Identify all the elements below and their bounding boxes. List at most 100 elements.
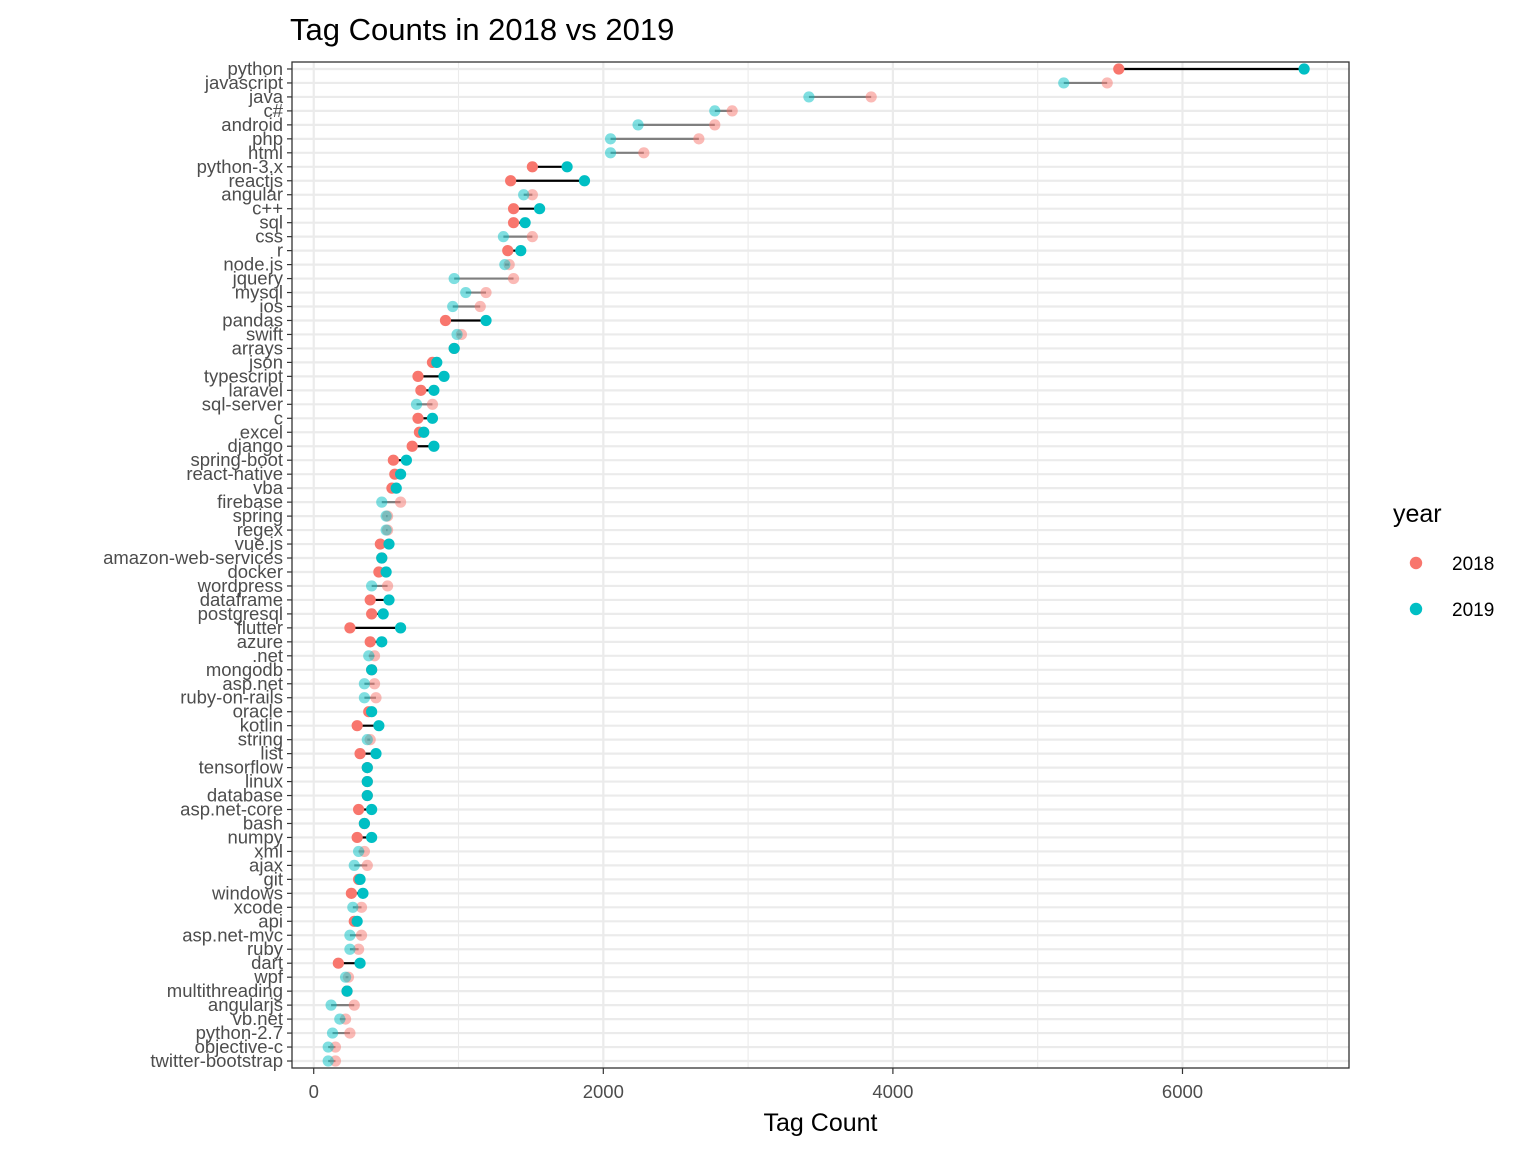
point-2019-spring-boot bbox=[400, 454, 412, 466]
y-tick-label: database bbox=[207, 785, 283, 806]
point-2018-css bbox=[526, 231, 538, 243]
y-tick-label: vb.net bbox=[233, 1008, 283, 1029]
y-tick-label: string bbox=[238, 729, 283, 750]
point-2018-postgresql bbox=[366, 608, 378, 620]
point-2019-windows bbox=[357, 887, 369, 899]
point-2019-ruby-on-rails bbox=[358, 692, 370, 704]
y-tick-label: asp.net bbox=[222, 673, 283, 694]
point-2018-numpy bbox=[351, 831, 363, 844]
y-tick-label: wordpress bbox=[197, 575, 283, 596]
point-2018-ajax bbox=[361, 859, 373, 872]
point-2018-django bbox=[406, 440, 418, 452]
point-2019-wpf bbox=[339, 971, 352, 983]
y-tick-label: numpy bbox=[227, 826, 283, 847]
point-2019-angular bbox=[518, 189, 530, 201]
y-tick-label: firebase bbox=[217, 491, 283, 512]
y-tick-label: multithreading bbox=[167, 980, 283, 1001]
y-tick-label: git bbox=[263, 868, 283, 889]
y-tick-label: bash bbox=[243, 812, 283, 833]
legend-label-2019: 2019 bbox=[1452, 600, 1494, 621]
point-2019-pandas bbox=[480, 314, 492, 327]
y-tick-label: regex bbox=[237, 519, 284, 540]
point-2018-spring-boot bbox=[387, 454, 399, 466]
y-tick-label: pandas bbox=[222, 309, 283, 330]
point-2018-wordpress bbox=[381, 580, 394, 592]
point-2018-dart bbox=[332, 957, 344, 969]
point-2018-python bbox=[1113, 63, 1125, 75]
y-tick-label: flutter bbox=[237, 617, 283, 638]
point-2018-jquery bbox=[507, 272, 520, 285]
point-2019-css bbox=[497, 231, 509, 243]
y-tick-label: docker bbox=[227, 561, 283, 582]
point-2019-.net bbox=[363, 650, 375, 662]
y-tick-label: swift bbox=[246, 323, 283, 344]
y-tick-label: c# bbox=[263, 100, 283, 121]
y-tick-label: r bbox=[277, 240, 283, 261]
point-2019-multithreading bbox=[341, 985, 353, 997]
point-2018-mysql bbox=[480, 286, 492, 299]
point-2019-flutter bbox=[394, 622, 407, 634]
y-tick-label: api bbox=[258, 910, 283, 931]
y-tick-label: amazon-web-services bbox=[103, 547, 283, 568]
point-2019-arrays bbox=[448, 342, 460, 355]
y-tick-label: objective-c bbox=[195, 1036, 283, 1057]
point-2018-sql-server bbox=[426, 398, 439, 410]
point-2019-dart bbox=[354, 957, 366, 969]
point-2019-django bbox=[428, 440, 440, 452]
point-2019-laravel bbox=[428, 384, 440, 396]
point-2019-r bbox=[515, 245, 527, 257]
point-2018-asp.net-core bbox=[353, 803, 365, 816]
point-2019-python-3.x bbox=[561, 161, 573, 173]
point-2018-ruby bbox=[353, 943, 365, 955]
x-tick-label: 0 bbox=[309, 1081, 319, 1102]
point-2018-reactjs bbox=[505, 175, 517, 187]
point-2018-android bbox=[709, 119, 721, 131]
point-2019-list bbox=[370, 748, 382, 760]
point-2019-python bbox=[1298, 63, 1310, 75]
y-tick-label: mongodb bbox=[206, 659, 283, 680]
x-tick-label: 4000 bbox=[872, 1081, 913, 1102]
y-tick-label: tensorflow bbox=[199, 757, 284, 778]
point-2019-string bbox=[361, 734, 373, 746]
y-tick-label: css bbox=[255, 226, 283, 247]
point-2019-c bbox=[426, 412, 439, 424]
y-tick-label: dataframe bbox=[200, 589, 283, 610]
point-2019-javascript bbox=[1058, 77, 1070, 89]
point-2019-kotlin bbox=[373, 720, 385, 732]
y-tick-label: xml bbox=[254, 840, 283, 861]
y-tick-label: python-2.7 bbox=[196, 1022, 283, 1043]
grid-layer bbox=[292, 62, 1349, 1068]
y-tick-label: react-native bbox=[186, 463, 283, 484]
point-2018-python-3.x bbox=[526, 161, 538, 173]
point-2019-android bbox=[632, 119, 644, 131]
point-2019-docker bbox=[380, 566, 392, 578]
point-2019-numpy bbox=[366, 831, 378, 844]
point-2019-twitter-bootstrap bbox=[322, 1055, 334, 1067]
point-2018-asp.net bbox=[368, 678, 381, 690]
point-2018-kotlin bbox=[351, 720, 363, 732]
point-2018-laravel bbox=[415, 384, 427, 396]
point-2018-ios bbox=[474, 300, 486, 313]
y-tick-label: json bbox=[248, 351, 283, 372]
point-layer bbox=[322, 63, 1310, 1067]
point-2018-html bbox=[638, 147, 650, 159]
y-tick-label: sql bbox=[259, 212, 283, 233]
point-2019-tensorflow bbox=[361, 761, 373, 774]
point-2019-vb.net bbox=[334, 1013, 346, 1025]
point-2019-oracle bbox=[366, 706, 378, 718]
point-2018-ruby-on-rails bbox=[370, 692, 382, 704]
legend: year 2018 2019 bbox=[1393, 500, 1494, 621]
point-2019-python-2.7 bbox=[326, 1027, 339, 1039]
point-2019-vba bbox=[390, 482, 402, 494]
point-2018-azure bbox=[364, 636, 376, 648]
y-tick-label: android bbox=[221, 114, 283, 135]
legend-dot-2018 bbox=[1409, 556, 1423, 570]
y-tick-label: html bbox=[248, 142, 283, 163]
point-2019-node.js bbox=[499, 258, 511, 271]
y-tick-label: vue.js bbox=[235, 533, 283, 554]
y-tick-label: laravel bbox=[229, 379, 284, 400]
point-2018-vue.js bbox=[374, 538, 386, 550]
y-tick-label: spring bbox=[233, 505, 283, 526]
x-axis-title: Tag Count bbox=[764, 1109, 878, 1137]
point-2019-sql-server bbox=[410, 398, 423, 410]
